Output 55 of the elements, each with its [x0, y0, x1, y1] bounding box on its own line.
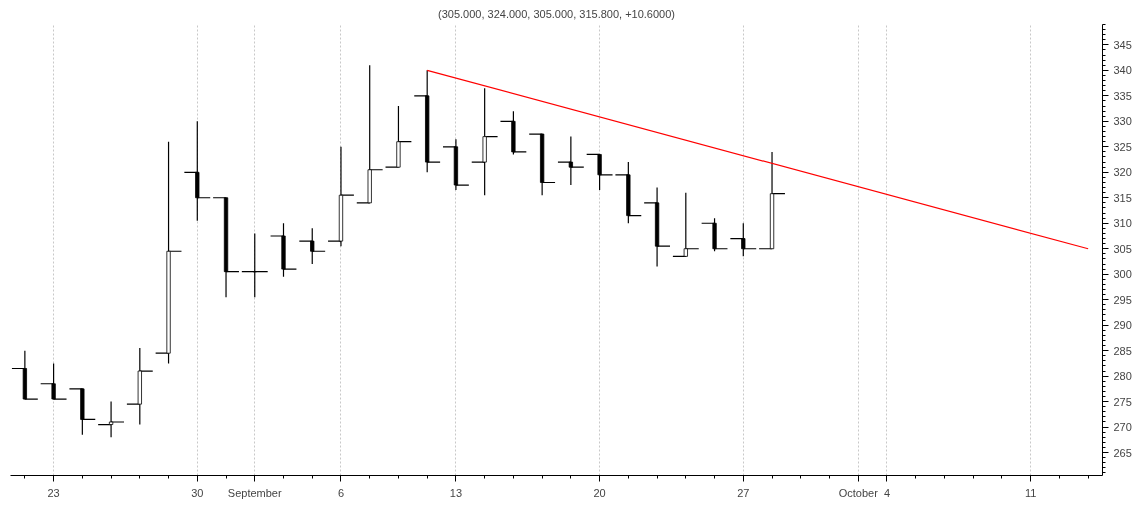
candlestick — [298, 227, 326, 265]
y-tick-label: 270 — [1113, 421, 1132, 434]
candlestick — [126, 347, 154, 426]
y-tick-label: 320 — [1113, 166, 1132, 179]
candlestick — [413, 69, 441, 173]
candlestick — [327, 146, 355, 247]
candlestick — [643, 186, 671, 268]
x-tick-label: September — [227, 486, 282, 499]
candlestick — [614, 161, 642, 224]
y-tick-label: 310 — [1113, 217, 1132, 230]
candlestick — [11, 350, 39, 400]
y-tick-label: 340 — [1113, 64, 1132, 77]
candlestick — [183, 120, 211, 222]
x-tick-label: 13 — [449, 486, 463, 499]
candlestick — [499, 110, 527, 156]
candlestick — [758, 151, 786, 250]
x-tick-label: 4 — [883, 486, 891, 499]
x-tick-label: October — [838, 486, 879, 499]
y-tick-label: 315 — [1113, 191, 1132, 204]
x-tick-label: 20 — [593, 486, 606, 499]
x-tick-label: 6 — [337, 486, 345, 499]
y-tick-label: 280 — [1113, 370, 1132, 383]
y-tick-label: 345 — [1113, 38, 1132, 51]
y-tick-label: 290 — [1113, 319, 1132, 332]
candlestick — [212, 197, 240, 298]
x-tick-label: 27 — [737, 486, 750, 499]
candlestick — [68, 388, 96, 436]
y-tick-label: 305 — [1113, 242, 1132, 255]
y-tick-label: 275 — [1113, 395, 1132, 408]
candlestick — [701, 217, 729, 252]
y-tick-label: 265 — [1113, 446, 1132, 459]
x-tick-label: 23 — [47, 486, 60, 499]
candlestick — [528, 133, 556, 196]
candlestick — [241, 232, 269, 298]
chart-title: (305.000, 324.000, 305.000, 315.800, +10.6000) — [437, 7, 676, 20]
candlestick — [557, 136, 585, 186]
y-tick-label: 295 — [1113, 293, 1132, 306]
y-tick-label: 330 — [1113, 115, 1132, 128]
x-tick-label: 30 — [191, 486, 204, 499]
candlestick — [40, 362, 68, 400]
y-tick-label: 325 — [1113, 140, 1132, 153]
candlestick — [672, 192, 700, 257]
y-tick-label: 300 — [1113, 268, 1132, 281]
candlestick — [384, 105, 412, 168]
candlestick — [729, 222, 757, 257]
candlestick — [442, 138, 470, 191]
candlestick — [471, 87, 499, 196]
candlestick — [155, 141, 183, 364]
candlestick — [97, 401, 125, 438]
candlestick — [356, 64, 384, 204]
y-tick-label: 285 — [1113, 344, 1132, 357]
y-tick-label: 335 — [1113, 89, 1132, 102]
candlestick — [586, 153, 614, 191]
candlestick — [269, 222, 298, 278]
x-tick-label: 11 — [1024, 486, 1037, 499]
